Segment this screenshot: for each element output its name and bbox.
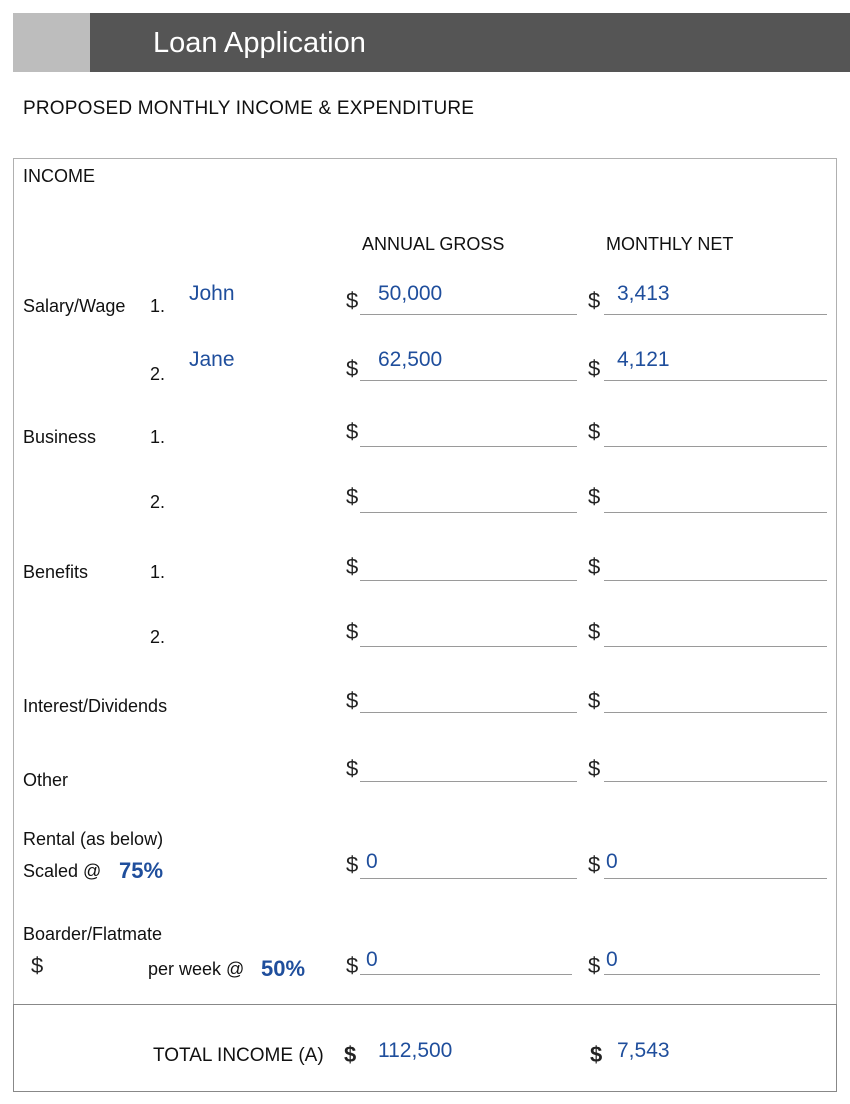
boarder-scale-rate[interactable]: 50% bbox=[261, 956, 306, 981]
interest-annual-gross-field[interactable] bbox=[360, 712, 577, 713]
other-monthly-net-field[interactable] bbox=[604, 781, 827, 782]
currency-symbol: $ bbox=[346, 619, 359, 644]
currency-symbol: $ bbox=[588, 619, 601, 644]
boarder-per-week-label: per week @ bbox=[148, 959, 245, 979]
business-1-annual-gross-field[interactable] bbox=[360, 446, 577, 447]
interest-monthly-net-field[interactable] bbox=[604, 712, 827, 713]
business-2-monthly-net-field[interactable] bbox=[604, 512, 827, 513]
business-2-annual-gross-field[interactable] bbox=[360, 512, 577, 513]
income-heading: INCOME bbox=[23, 166, 95, 186]
currency-symbol: $ bbox=[344, 1042, 357, 1067]
earner-name-field[interactable]: John bbox=[189, 282, 235, 305]
benefits-2-annual-gross-field[interactable] bbox=[360, 646, 577, 647]
currency-symbol: $ bbox=[588, 356, 601, 381]
currency-symbol: $ bbox=[346, 288, 359, 313]
income-section bbox=[13, 158, 837, 1004]
benefits-2-monthly-net-field[interactable] bbox=[604, 646, 827, 647]
page-title: Loan Application bbox=[153, 27, 366, 59]
salary-2-annual-gross-field[interactable]: 62,500 bbox=[378, 348, 443, 371]
row-label-salary-wage: Salary/Wage bbox=[23, 296, 126, 316]
earner-name-field[interactable]: Jane bbox=[189, 348, 235, 371]
field-underline bbox=[360, 878, 577, 879]
field-underline bbox=[604, 974, 820, 975]
row-number: 2. bbox=[150, 364, 166, 384]
total-section bbox=[13, 1004, 837, 1092]
currency-symbol: $ bbox=[346, 852, 359, 877]
currency-symbol: $ bbox=[588, 852, 601, 877]
currency-symbol: $ bbox=[346, 419, 359, 444]
section-title: PROPOSED MONTHLY INCOME & EXPENDITURE bbox=[23, 98, 475, 119]
salary-2-monthly-net-field[interactable]: 4,121 bbox=[617, 348, 670, 371]
row-number: 2. bbox=[150, 627, 166, 647]
field-underline bbox=[360, 380, 577, 381]
row-number: 1. bbox=[150, 296, 166, 316]
row-label-other: Other bbox=[23, 770, 69, 790]
header-accent bbox=[13, 13, 90, 72]
salary-1-annual-gross-field[interactable]: 50,000 bbox=[378, 282, 443, 305]
other-annual-gross-field[interactable] bbox=[360, 781, 577, 782]
currency-symbol: $ bbox=[346, 356, 359, 381]
row-label-rental: Rental (as below) bbox=[23, 829, 164, 849]
business-1-monthly-net-field[interactable] bbox=[604, 446, 827, 447]
benefits-1-annual-gross-field[interactable] bbox=[360, 580, 577, 581]
field-underline bbox=[360, 974, 572, 975]
currency-symbol: $ bbox=[346, 484, 359, 509]
currency-symbol: $ bbox=[588, 554, 601, 579]
row-number: 1. bbox=[150, 427, 166, 447]
rental-annual-gross-field[interactable]: 0 bbox=[366, 850, 378, 873]
field-underline bbox=[604, 380, 827, 381]
currency-symbol: $ bbox=[588, 953, 601, 978]
field-underline bbox=[604, 878, 827, 879]
row-label-interest-dividends: Interest/Dividends bbox=[23, 696, 168, 716]
rental-scaled-label: Scaled @ bbox=[23, 861, 102, 881]
row-label-business: Business bbox=[23, 427, 97, 447]
currency-symbol: $ bbox=[588, 756, 601, 781]
boarder-annual-gross-field[interactable]: 0 bbox=[366, 948, 378, 971]
currency-symbol: $ bbox=[588, 288, 601, 313]
row-label-benefits: Benefits bbox=[23, 562, 89, 582]
total-monthly-net-value: 7,543 bbox=[617, 1039, 670, 1062]
field-underline bbox=[604, 314, 827, 315]
rental-scale-rate[interactable]: 75% bbox=[119, 858, 164, 883]
currency-symbol: $ bbox=[346, 953, 359, 978]
currency-symbol: $ bbox=[588, 484, 601, 509]
currency-symbol: $ bbox=[590, 1042, 603, 1067]
currency-symbol: $ bbox=[346, 756, 359, 781]
salary-1-monthly-net-field[interactable]: 3,413 bbox=[617, 282, 670, 305]
row-label-boarder-flatmate: Boarder/Flatmate bbox=[23, 924, 163, 944]
boarder-monthly-net-field[interactable]: 0 bbox=[606, 948, 618, 971]
column-header-monthly-net: MONTHLY NET bbox=[606, 234, 734, 254]
row-number: 1. bbox=[150, 562, 166, 582]
currency-symbol: $ bbox=[588, 419, 601, 444]
rental-monthly-net-field[interactable]: 0 bbox=[606, 850, 618, 873]
currency-symbol: $ bbox=[346, 554, 359, 579]
currency-symbol: $ bbox=[588, 688, 601, 713]
total-income-label: TOTAL INCOME (A) bbox=[153, 1045, 324, 1066]
header-bar: Loan Application bbox=[13, 13, 850, 72]
row-number: 2. bbox=[150, 492, 166, 512]
field-underline bbox=[360, 314, 577, 315]
currency-symbol: $ bbox=[346, 688, 359, 713]
total-annual-gross-value: 112,500 bbox=[378, 1039, 453, 1062]
currency-symbol: $ bbox=[31, 953, 44, 978]
column-header-annual-gross: ANNUAL GROSS bbox=[362, 234, 505, 254]
benefits-1-monthly-net-field[interactable] bbox=[604, 580, 827, 581]
